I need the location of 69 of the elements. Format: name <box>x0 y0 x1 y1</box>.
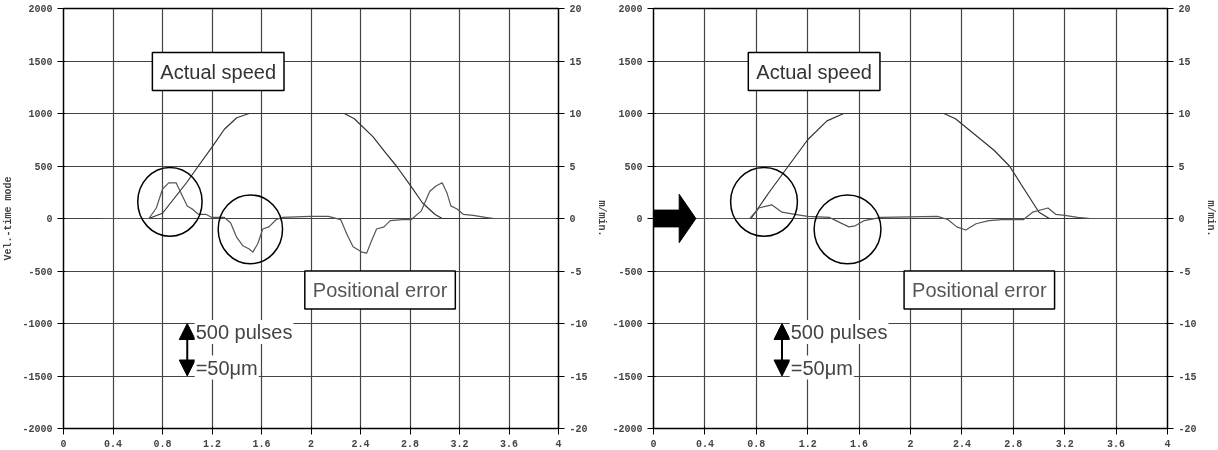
text: Positional error <box>912 278 1047 301</box>
y-tick-label: 0 <box>636 214 643 225</box>
y-tick-label: -2000 <box>612 424 643 435</box>
series-label: Actual speed <box>160 60 277 83</box>
annotation: 500 pulses <box>195 320 293 343</box>
y2-tick-label: 20 <box>1178 4 1191 15</box>
y-tick-label: 2000 <box>618 4 643 15</box>
y-tick-label: -2000 <box>22 424 53 435</box>
y2-tick-label: 10 <box>1178 109 1191 120</box>
x-tick-label: 4 <box>1164 438 1171 450</box>
y2-tick-label: 20 <box>569 4 582 15</box>
y-tick-label: -1500 <box>22 371 53 383</box>
y2-tick-label: 15 <box>569 56 582 68</box>
x-tick-label: 0.4 <box>695 438 714 450</box>
y-tick-label: 1500 <box>618 56 643 68</box>
x-tick-label: 1.6 <box>252 438 271 450</box>
y-tick-label: 500 <box>624 161 643 173</box>
y2-tick-label: -20 <box>569 424 588 435</box>
y-tick-label: 0 <box>46 214 53 225</box>
y-tick-label: 500 <box>34 161 53 173</box>
y2-axis-title: m/min. <box>1204 200 1216 237</box>
x-tick-label: 2.8 <box>1004 438 1023 450</box>
annotation: =50μm <box>195 356 258 379</box>
y2-tick-label: 5 <box>1178 161 1185 173</box>
x-tick-label: 0.8 <box>747 438 766 450</box>
x-tick-label: 3.6 <box>500 438 519 450</box>
y2-tick-label: -5 <box>1178 266 1191 278</box>
y2-axis-title: m/min. <box>595 200 607 237</box>
y-tick-label: -500 <box>28 266 53 278</box>
y2-tick-label: 0 <box>1178 214 1185 225</box>
y2-tick-label: 0 <box>569 214 576 225</box>
series-label: Actual speed <box>756 60 872 83</box>
y2-tick-label: 10 <box>569 109 582 120</box>
x-tick-label: 2 <box>308 438 315 450</box>
y-tick-label: -1000 <box>22 319 53 330</box>
x-tick-label: 1.2 <box>798 438 817 450</box>
x-tick-label: 2.8 <box>401 438 420 450</box>
y-tick-label: -1500 <box>612 371 643 383</box>
y2-tick-label: -10 <box>569 319 588 330</box>
y-tick-label: 2000 <box>28 4 53 15</box>
y2-tick-label: 5 <box>569 161 576 173</box>
x-tick-label: 0 <box>60 438 67 450</box>
x-tick-label: 1.2 <box>203 438 222 450</box>
y2-tick-label: -20 <box>1178 424 1197 435</box>
x-tick-label: 0.8 <box>153 438 172 450</box>
y2-tick-label: -15 <box>569 371 588 383</box>
y-axis-title: Vel.-time mode <box>3 176 15 261</box>
y-tick-label: 1000 <box>28 109 53 120</box>
x-tick-label: 2.4 <box>351 438 370 450</box>
annotation: =50μm <box>790 356 853 379</box>
x-tick-label: 3.6 <box>1107 438 1126 450</box>
x-tick-label: 0 <box>650 438 657 450</box>
x-tick-label: 2.4 <box>952 438 971 450</box>
series-label: Positional error <box>312 278 448 301</box>
y2-tick-label: -5 <box>569 266 582 278</box>
x-tick-label: 3.2 <box>450 438 469 450</box>
y2-tick-label: -15 <box>1178 371 1197 383</box>
x-tick-label: 0.4 <box>104 438 123 450</box>
x-tick-label: 3.2 <box>1055 438 1074 450</box>
y-tick-label: -500 <box>618 266 643 278</box>
y-tick-label: 1000 <box>618 109 643 120</box>
y-tick-label: -1000 <box>612 319 643 330</box>
x-tick-label: 2 <box>907 438 914 450</box>
y-tick-label: 1500 <box>28 56 53 68</box>
x-tick-label: 1.6 <box>850 438 869 450</box>
y2-tick-label: -10 <box>1178 319 1197 330</box>
annotation: 500 pulses <box>790 320 888 343</box>
y2-tick-label: 15 <box>1178 56 1191 68</box>
x-tick-label: 4 <box>555 438 562 450</box>
